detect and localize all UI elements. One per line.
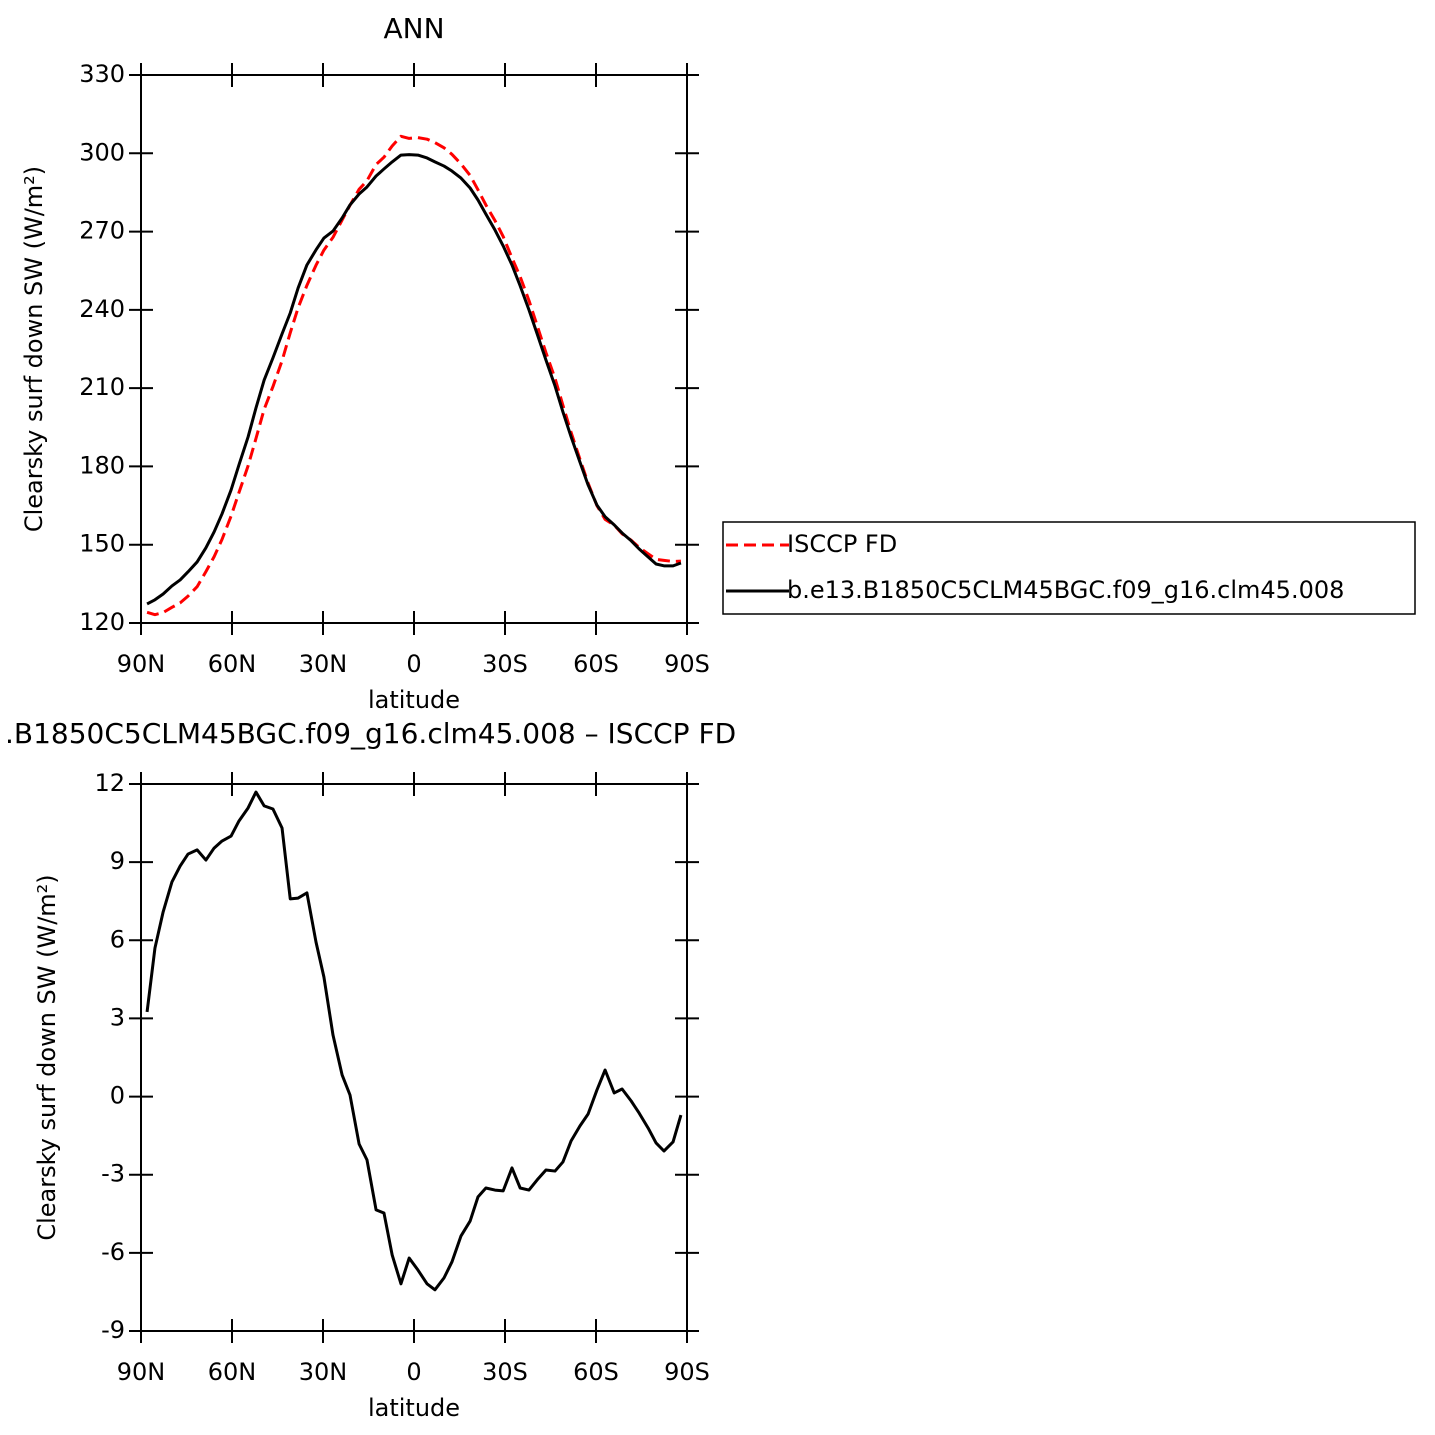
data-line	[146, 134, 681, 617]
legend-box	[722, 521, 1416, 615]
y-axis-label: Clearsky surf down SW (W/m²)	[33, 874, 61, 1240]
x-tick-label: 90S	[664, 650, 710, 678]
y-tick-label: 6	[110, 925, 125, 953]
data-line	[146, 153, 682, 606]
y-tick-label: 3	[110, 1003, 125, 1031]
x-axis-label: latitude	[368, 686, 460, 714]
y-tick-label: 120	[79, 608, 125, 636]
x-tick-label: 90S	[664, 1358, 710, 1386]
legend-label: b.e13.B1850C5CLM45BGC.f09_g16.clm45.008	[787, 576, 1344, 604]
x-axis-label: latitude	[368, 1394, 460, 1422]
plot-frame	[140, 74, 688, 624]
x-tick-label: 30N	[299, 650, 348, 678]
y-tick-label: 210	[79, 373, 125, 401]
y-axis-label: Clearsky surf down SW (W/m²)	[20, 166, 48, 532]
plot-frame	[140, 783, 688, 1332]
y-tick-label: -3	[101, 1160, 125, 1188]
x-tick-label: 30N	[299, 1358, 348, 1386]
y-tick-label: 300	[79, 138, 125, 166]
x-tick-label: 0	[406, 650, 421, 678]
y-tick-label: 270	[79, 217, 125, 245]
y-tick-label: 12	[94, 769, 125, 797]
x-tick-label: 90N	[117, 1358, 166, 1386]
x-tick-label: 30S	[482, 1358, 528, 1386]
y-tick-label: 150	[79, 530, 125, 558]
x-tick-label: 60S	[573, 1358, 619, 1386]
y-tick-label: 0	[110, 1082, 125, 1110]
y-tick-label: 330	[79, 60, 125, 88]
y-tick-label: -9	[101, 1316, 125, 1344]
y-tick-label: 240	[79, 295, 125, 323]
x-tick-label: 90N	[117, 650, 166, 678]
y-tick-label: 9	[110, 847, 125, 875]
x-tick-label: 30S	[482, 650, 528, 678]
x-tick-label: 60N	[208, 650, 257, 678]
chart-title: ANN	[383, 12, 444, 45]
x-tick-label: 60S	[573, 650, 619, 678]
y-tick-label: 180	[79, 451, 125, 479]
chart-title: .B1850C5CLM45BGC.f09_g16.clm45.008 – ISC…	[5, 717, 736, 750]
data-line	[145, 790, 683, 1292]
x-tick-label: 60N	[208, 1358, 257, 1386]
legend-label: ISCCP FD	[787, 530, 897, 558]
y-tick-label: -6	[101, 1238, 125, 1266]
x-tick-label: 0	[406, 1358, 421, 1386]
